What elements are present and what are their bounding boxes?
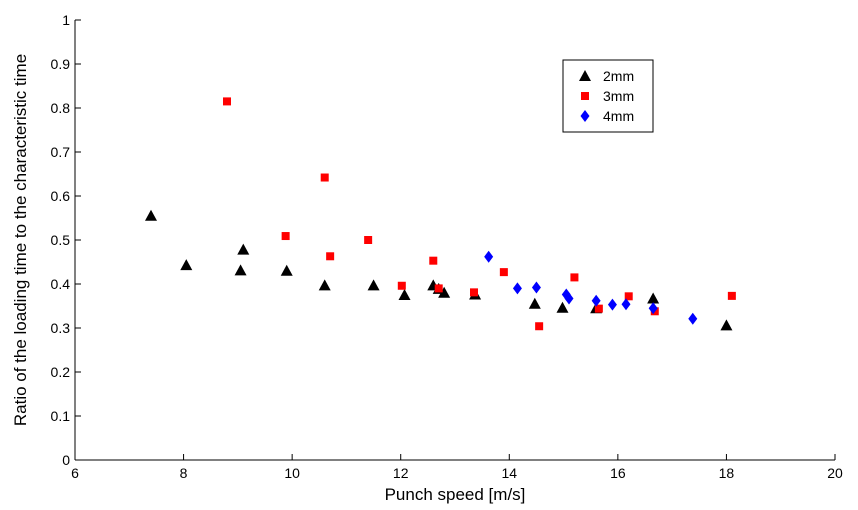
y-axis-title: Ratio of the loading time to the charact… [11,54,30,426]
data-point-2mm [367,279,380,291]
legend-marker-4mm [580,110,590,122]
data-point-2mm [180,259,193,271]
data-point-3mm [281,232,290,241]
legend-label: 4mm [603,108,634,124]
y-tick-label: 0.9 [51,56,71,72]
data-point-4mm [688,312,698,325]
data-point-2mm [234,264,247,276]
data-point-2mm [237,243,250,255]
data-point-3mm [570,273,579,282]
data-point-4mm [607,298,617,311]
data-point-2mm [647,292,660,304]
x-tick-label: 18 [719,465,735,481]
data-point-3mm [727,291,736,300]
data-point-4mm [512,282,522,295]
y-tick-label: 0.7 [51,144,71,160]
x-axis-title: Punch speed [m/s] [385,485,526,504]
y-tick-label: 0.6 [51,188,71,204]
data-point-2mm [438,286,451,298]
data-point-4mm [648,302,658,315]
legend-marker-2mm [579,70,591,81]
data-point-3mm [470,288,478,297]
data-point-3mm [223,97,231,106]
legend: 2mm 3mm 4mm [562,59,654,133]
x-tick-label: 8 [180,465,188,481]
data-point-3mm [624,292,633,301]
data-point-3mm [535,322,544,331]
data-point-4mm [531,281,541,294]
y-tick-label: 0.1 [51,408,71,424]
data-point-4mm [591,294,601,307]
data-point-3mm [320,173,329,182]
data-point-2mm [145,209,157,221]
y-tick-label: 0.5 [51,232,71,248]
data-marks [145,97,736,331]
data-point-2mm [720,319,733,331]
legend-label: 2mm [603,68,634,84]
y-tick-label: 0.8 [51,100,71,116]
x-tick-label: 16 [610,465,626,481]
data-point-3mm [364,236,373,244]
x-tick-label: 20 [827,465,843,481]
y-tick-label: 0.2 [51,364,71,380]
data-point-3mm [397,281,406,290]
data-point-2mm [528,297,541,309]
data-point-2mm [280,264,293,276]
data-point-2mm [556,301,569,313]
data-point-2mm [318,279,331,291]
legend-marker-3mm [581,92,589,100]
data-point-4mm [564,292,574,305]
x-tick-label: 6 [71,465,79,481]
data-point-3mm [429,256,438,265]
data-point-4mm [484,250,494,263]
data-point-3mm [434,284,443,293]
y-tick-label: 0.4 [51,276,71,292]
x-tick-label: 14 [501,465,517,481]
legend-label: 3mm [603,88,634,104]
ticks: 6 8 10 12 14 16 18 20 0 0.1 0.2 0.3 0.4 0.5 0.6 0.7 0.8 0… [51,12,843,481]
data-point-4mm [621,298,631,311]
plot-area [75,20,835,460]
data-point-3mm [594,304,603,313]
y-tick-label: 0 [62,452,70,468]
y-tick-label: 0.3 [51,320,71,336]
x-tick-label: 12 [393,465,409,481]
x-tick-label: 10 [284,465,300,481]
data-point-2mm [398,289,411,300]
data-point-3mm [499,268,508,277]
data-point-3mm [326,252,335,261]
series-4mm [484,250,698,325]
legend-box [562,59,654,133]
y-tick-label: 1 [62,12,70,28]
